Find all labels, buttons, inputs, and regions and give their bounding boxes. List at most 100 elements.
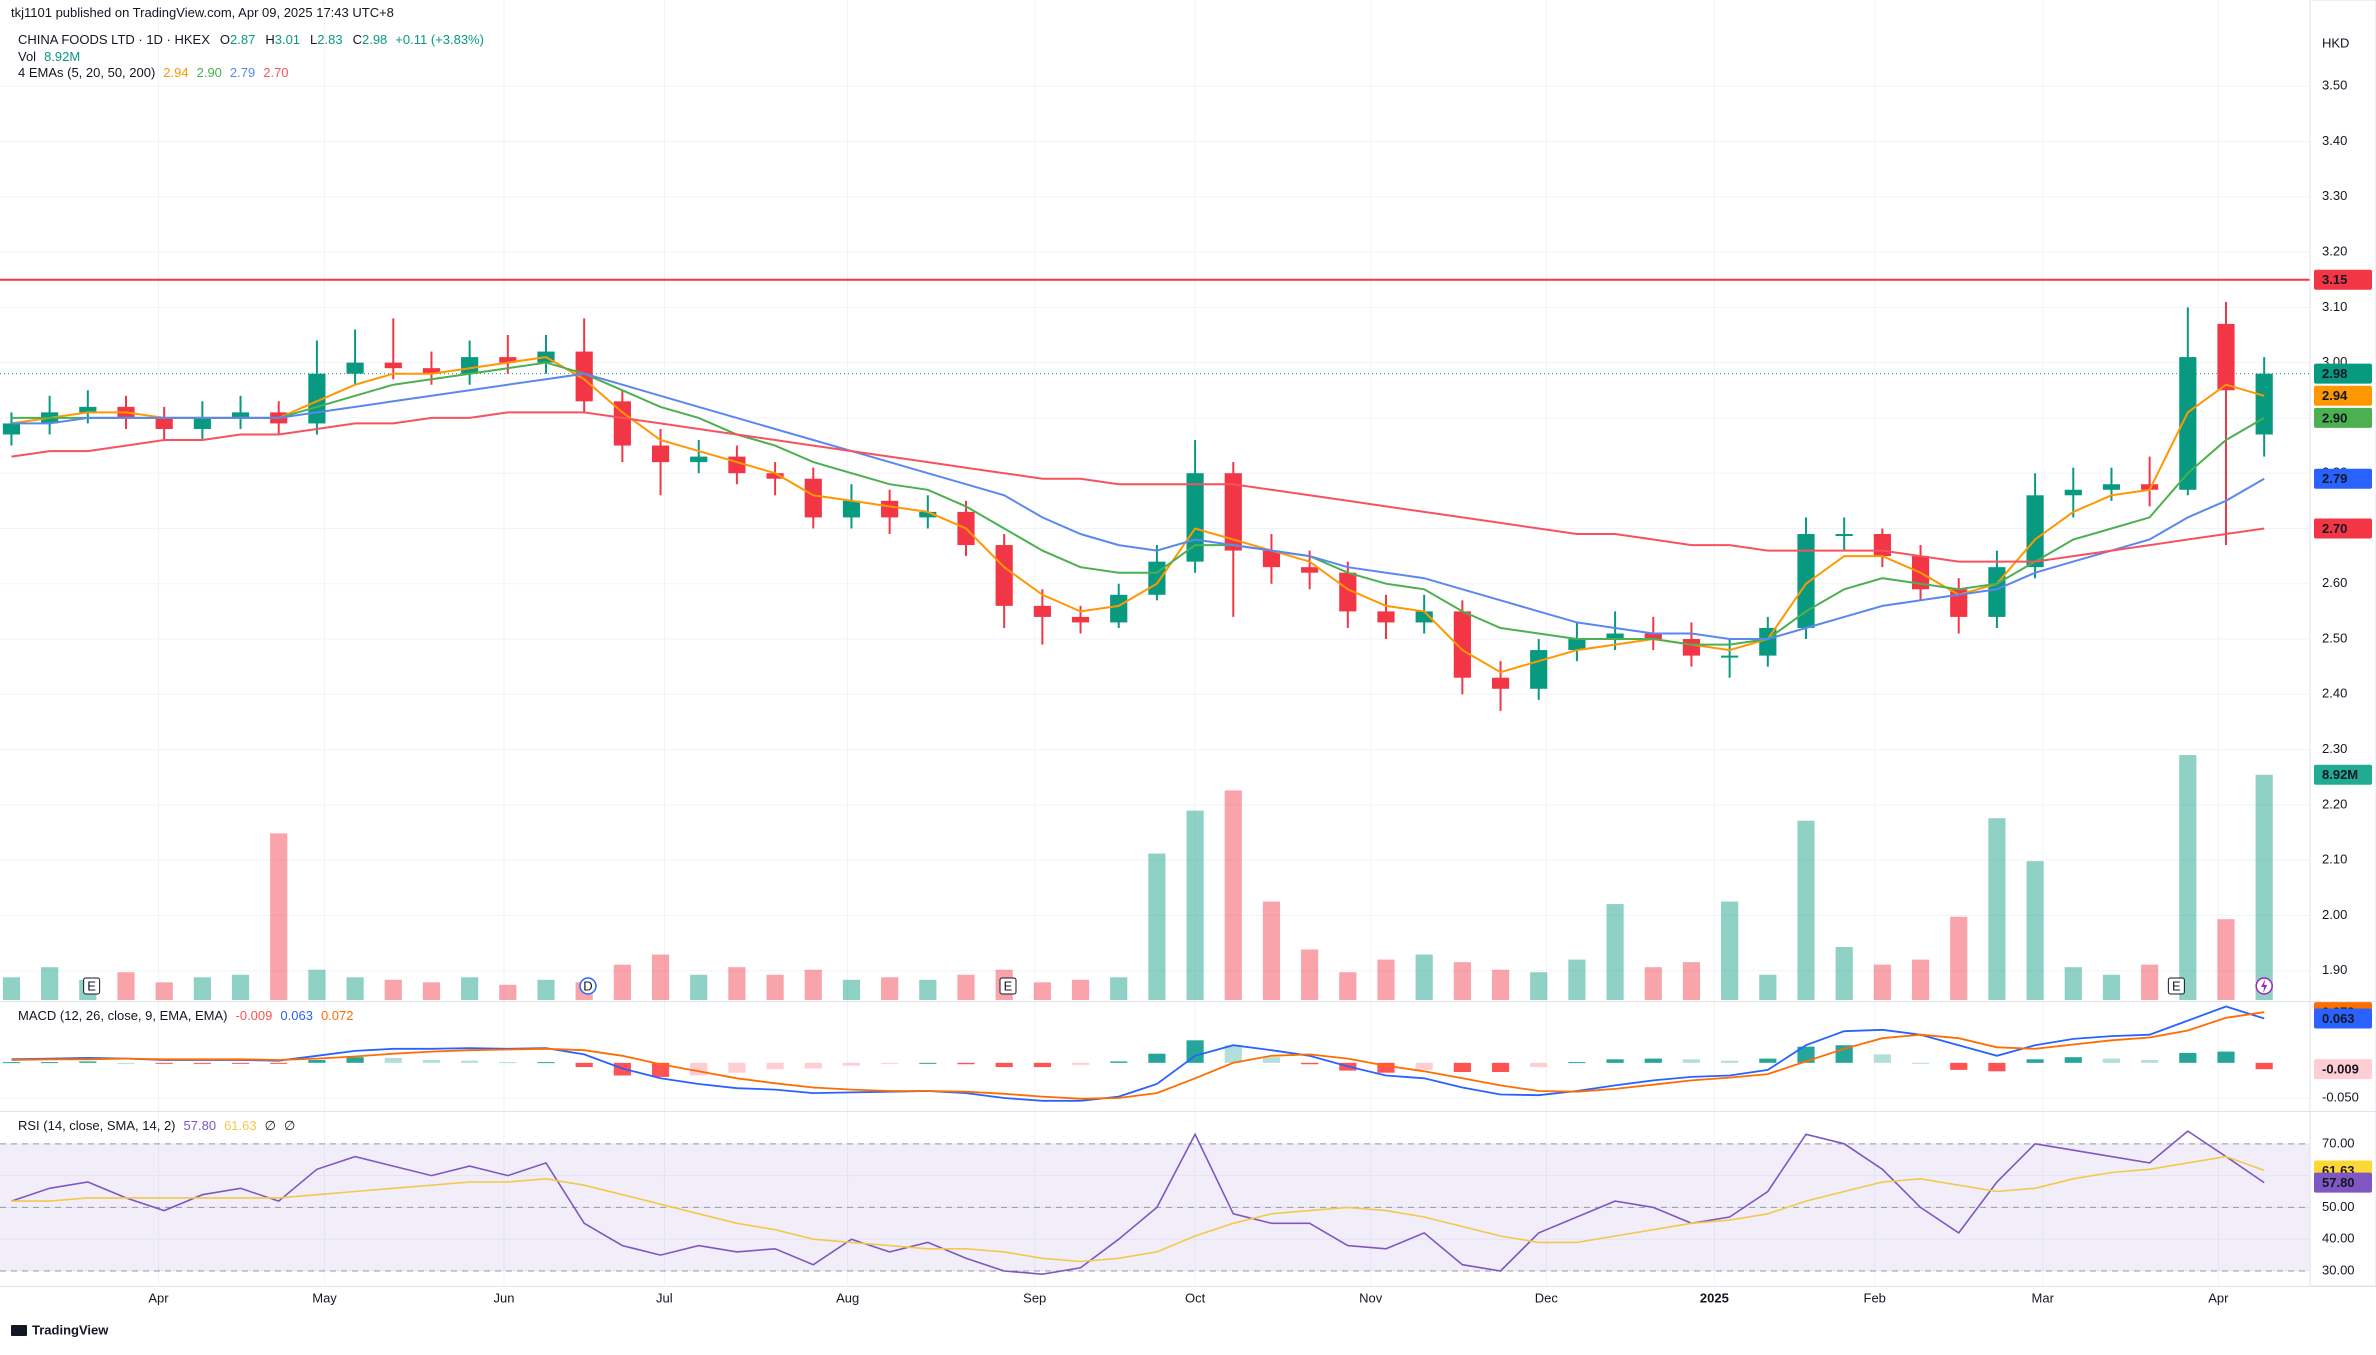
candle-body [690,456,708,463]
axis-value-box [2314,363,2372,384]
candle-body [1491,677,1510,689]
axis-value-label: 2.90 [2322,410,2347,425]
axis-value-label: 57.80 [2322,1175,2355,1190]
ema-legend-part: 2.90 [197,65,222,80]
axis-value-box [2314,1008,2372,1029]
x-tick-label: Nov [1359,1290,1383,1305]
candle-body [1110,594,1128,623]
rsi-line [11,1130,2265,1276]
publisher: tkj1101 published on TradingView.com, Ap… [11,5,394,20]
histogram-bar [1721,1060,1739,1063]
ema-legend-part: 4 EMAs (5, 20, 50, 200) [18,65,155,80]
candle-body [1453,611,1471,678]
histogram-bar [1301,1062,1319,1065]
histogram-bar [384,1057,402,1063]
candle-body [1988,567,2006,617]
volume-bar [651,954,670,1000]
axis-value-box [2314,764,2372,785]
y-tick-label: 30.00 [2322,1262,2355,1277]
histogram-bar [41,1062,59,1064]
x-tick-label: Sep [1023,1290,1046,1305]
candle-body [1797,533,1815,628]
symbol-legend-part: H [265,32,274,47]
brand-logo [11,1325,27,1336]
histogram-bar [957,1062,975,1065]
candle-body [2141,484,2159,490]
histogram-bar [1186,1040,1204,1063]
axis-value-label: -0.009 [2322,1062,2359,1077]
y-tick-label: 70.00 [2322,1135,2355,1150]
candle-body [346,362,364,374]
volume-bar [1911,959,1930,1000]
volume-bar [1682,962,1701,1000]
volume-bar [384,979,402,1000]
candle-body [1301,567,1319,573]
rsi-line [11,1155,2265,1263]
axis-value-label: 2.79 [2322,471,2347,486]
candle-body [1568,639,1586,651]
candle-body [766,473,784,479]
axis-value-label: 3.15 [2322,272,2347,287]
volume-bar [193,977,211,1000]
volume-bar [231,974,250,1000]
y-tick-label: 2.20 [2322,796,2347,811]
ema-legend: 4 EMAs (5, 20, 50, 200) 2.94 2.90 2.79 2.70 [18,65,289,80]
volume-legend: Vol 8.92M [18,49,80,64]
symbol-legend-part: 2.98 [362,32,387,47]
volume-legend-part: 8.92M [44,49,80,64]
volume-bar [270,833,288,1000]
histogram-bar [1110,1061,1128,1063]
ema-legend-part: 2.94 [163,65,188,80]
candle-body [1339,572,1357,612]
histogram-bar [766,1062,784,1070]
event-marker [999,977,1017,995]
symbol-legend-part: 2.83 [317,32,342,47]
candle-body [2026,495,2044,568]
candle-body [1530,650,1548,689]
volume-bar [2064,967,2082,1000]
candle-body [613,401,631,446]
x-tick-label: Apr [148,1290,169,1305]
histogram-bar [2,1062,21,1064]
histogram-bar [1377,1062,1395,1073]
event-marker [579,977,597,995]
publisher-part: tkj1101 published on TradingView.com, Ap… [11,5,394,20]
histogram-bar [1988,1062,2006,1072]
histogram-bar [2141,1060,2159,1063]
histogram-bar [231,1062,250,1064]
histogram-bar [690,1062,708,1076]
volume-bar [957,974,975,1000]
x-tick-label: Feb [1864,1290,1886,1305]
histogram-bar [919,1062,937,1064]
y-tick-label: 40.00 [2322,1231,2355,1246]
y-tick-label: 3.10 [2322,299,2347,314]
rsi-legend-part: 57.80 [184,1118,217,1133]
volume-bar [1950,916,1968,1000]
rsi-legend-part: ∅ [284,1118,295,1133]
y-tick-label: 2.60 [2322,575,2347,590]
volume-bar [1530,972,1548,1000]
y-tick-label: 3.40 [2322,133,2347,148]
candle-body [575,351,593,402]
volume-bar [2141,964,2159,1000]
volume-bar [766,974,784,1000]
histogram-bar [1606,1059,1624,1063]
y-tick-label: 3.30 [2322,188,2347,203]
histogram-bar [1262,1057,1281,1063]
volume-bar [1110,977,1128,1000]
histogram-bar [1071,1062,1090,1065]
histogram-bar [270,1062,288,1064]
volume-bar [41,967,59,1000]
x-tick-label: Apr [2208,1290,2229,1305]
candle-body [881,500,899,518]
volume-bar [2102,974,2121,1000]
volume-bar [308,969,326,1000]
axis-value-box [2314,1172,2372,1193]
histogram-bar [842,1062,861,1066]
candle-body [1377,611,1395,623]
x-tick-label: Jul [656,1290,673,1305]
histogram-bar [1148,1053,1166,1063]
y-tick-label: -0.050 [2322,1089,2359,1104]
